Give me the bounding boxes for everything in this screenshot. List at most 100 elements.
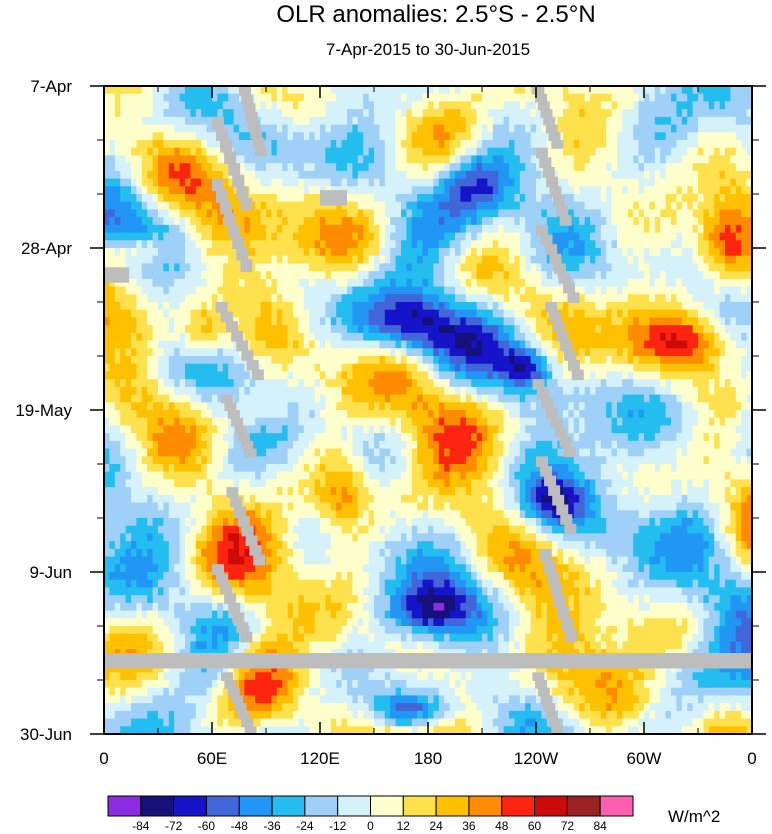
heatmap-cell (168, 170, 175, 180)
heatmap-cell (487, 194, 494, 203)
heatmap-cell (444, 394, 451, 403)
heatmap-cell (206, 147, 213, 157)
heatmap-cell (109, 394, 116, 403)
heatmap-cell (206, 363, 213, 373)
heatmap-cell (174, 101, 181, 110)
heatmap-cell (509, 302, 515, 311)
heatmap-cell (492, 325, 499, 334)
heatmap-cell (125, 155, 132, 164)
heatmap-cell (195, 232, 202, 241)
heatmap-cell (617, 194, 623, 203)
heatmap-cell (536, 240, 542, 249)
heatmap-cell (741, 209, 748, 218)
heatmap-cell (519, 371, 526, 380)
heatmap-cell (163, 263, 170, 272)
heatmap-cell (487, 348, 494, 357)
heatmap-cell (201, 201, 208, 211)
heatmap-cell (363, 240, 370, 249)
heatmap-cell (557, 101, 564, 110)
heatmap-cell (406, 86, 413, 95)
heatmap-cell (168, 101, 175, 110)
heatmap-cell (687, 170, 694, 180)
heatmap-cell (741, 201, 748, 211)
heatmap-cell (239, 286, 245, 295)
heatmap-cell (428, 278, 434, 288)
heatmap-cell (336, 147, 343, 157)
heatmap-cell (568, 309, 575, 319)
heatmap-cell (239, 224, 245, 234)
heatmap-cell (568, 302, 575, 311)
heatmap-cell (671, 363, 677, 373)
heatmap-cell (185, 286, 191, 295)
heatmap-cell (341, 286, 348, 295)
heatmap-cell (357, 232, 364, 241)
heatmap-cell (460, 394, 467, 403)
heatmap-cell (141, 332, 148, 342)
heatmap-cell (406, 363, 413, 373)
heatmap-cell (120, 178, 127, 187)
heatmap-cell (735, 93, 742, 103)
heatmap-cell (725, 186, 731, 195)
heatmap-cell (309, 255, 316, 265)
heatmap-cell (417, 147, 424, 157)
heatmap-cell (746, 302, 753, 311)
heatmap-cell (730, 255, 737, 265)
heatmap-cell (152, 232, 159, 241)
heatmap-cell (282, 140, 289, 149)
heatmap-cell (482, 240, 488, 249)
heatmap-cell (638, 209, 645, 218)
heatmap-cell (703, 155, 710, 164)
heatmap-cell (309, 101, 316, 110)
heatmap-cell (271, 286, 278, 295)
heatmap-cell (212, 170, 218, 180)
heatmap-cell (644, 155, 650, 164)
heatmap-cell (746, 186, 753, 195)
heatmap-cell (136, 294, 143, 303)
heatmap-cell (293, 379, 299, 388)
heatmap-cell (374, 294, 380, 303)
heatmap-cell (579, 317, 586, 326)
heatmap-cell (611, 371, 618, 380)
heatmap-cell (476, 309, 483, 319)
heatmap-cell (595, 201, 602, 211)
heatmap-cell (352, 140, 359, 149)
heatmap-cell (741, 147, 748, 157)
heatmap-cell (455, 217, 461, 226)
heatmap-cell (282, 386, 289, 396)
heatmap-cell (536, 356, 542, 365)
heatmap-cell (298, 109, 305, 118)
heatmap-cell (379, 124, 386, 133)
heatmap-cell (665, 302, 672, 311)
heatmap-cell (660, 286, 667, 295)
heatmap-cell (638, 170, 645, 180)
heatmap-cell (703, 363, 710, 373)
heatmap-cell (384, 217, 391, 226)
heatmap-cell (357, 132, 364, 141)
heatmap-cell (676, 394, 683, 403)
heatmap-cell (217, 109, 224, 118)
heatmap-cell (698, 109, 704, 118)
heatmap-cell (309, 209, 316, 218)
heatmap-cell (357, 140, 364, 149)
heatmap-cell (433, 194, 440, 203)
heatmap-cell (568, 386, 575, 396)
heatmap-cell (374, 386, 380, 396)
heatmap-cell (698, 317, 704, 326)
heatmap-cell (141, 109, 148, 118)
heatmap-cell (627, 194, 634, 203)
heatmap-cell (590, 170, 596, 180)
heatmap-cell (617, 371, 623, 380)
heatmap-cell (320, 224, 326, 234)
heatmap-cell (266, 217, 272, 226)
heatmap-cell (725, 140, 731, 149)
heatmap-cell (206, 240, 213, 249)
heatmap-cell (573, 340, 580, 349)
heatmap-cell (185, 194, 191, 203)
heatmap-cell (136, 371, 143, 380)
heatmap-cell (341, 332, 348, 342)
heatmap-cell (395, 371, 402, 380)
heatmap-cell (676, 371, 683, 380)
heatmap-cell (514, 325, 521, 334)
heatmap-cell (525, 371, 532, 380)
heatmap-cell (703, 286, 710, 295)
